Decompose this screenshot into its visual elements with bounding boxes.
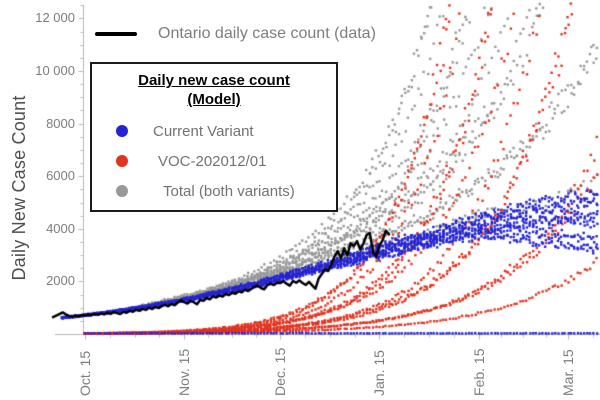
y-tick-label: 4000: [46, 220, 75, 236]
y-tick-label: 2000: [46, 273, 75, 289]
legend-item-current-variant: Current Variant: [92, 116, 336, 146]
y-tick-label: 12 000: [35, 10, 75, 26]
y-tick-label: 8000: [46, 115, 75, 131]
y-tick-label: 10 000: [35, 63, 75, 78]
x-tick-label: Feb. 15: [470, 348, 487, 396]
current-variant-dot-icon: [116, 125, 128, 137]
x-tick-label: Jan. 15: [371, 350, 388, 396]
model-legend-items: Current Variant VOC-202012/01 Total (bot…: [92, 116, 336, 206]
data-legend: Ontario daily case count (data): [95, 25, 376, 43]
voc-dot-icon: [116, 155, 128, 167]
y-tick-label: 6000: [46, 168, 75, 184]
x-tick-label: Mar. 15: [560, 349, 577, 396]
total-dot-icon: [116, 185, 128, 197]
legend-item-total: Total (both variants): [92, 176, 336, 206]
legend-item-label: VOC-202012/01: [158, 152, 267, 170]
model-legend-title-line1: Daily new case count: [138, 72, 290, 89]
x-tick-label: Nov. 15: [176, 348, 193, 396]
x-tick-label: Oct. 15: [77, 350, 93, 396]
observed-line-swatch: [95, 32, 137, 36]
legend-item-label: Current Variant: [153, 122, 254, 140]
model-legend: Daily new case count (Model) Current Var…: [90, 62, 338, 212]
legend-item-voc: VOC-202012/01: [92, 146, 336, 176]
x-tick-label: Dec. 15: [272, 347, 289, 396]
legend-item-label: Total (both variants): [163, 182, 295, 200]
model-legend-title-line2: (Model): [187, 91, 241, 108]
data-legend-label: Ontario daily case count (data): [158, 25, 376, 42]
